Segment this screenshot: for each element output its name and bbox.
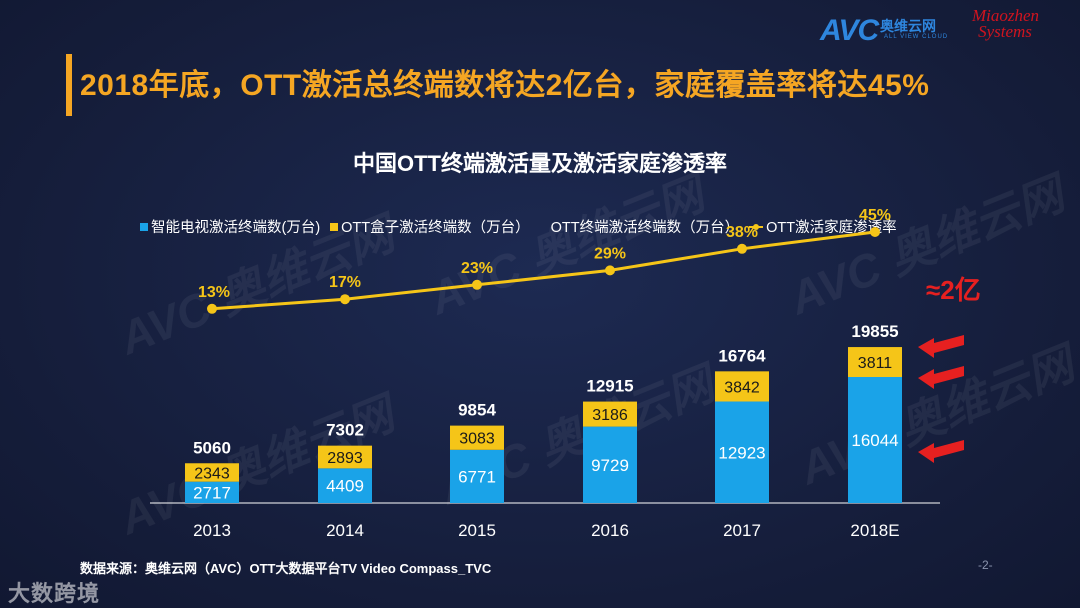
bar-label-smart-tv: 4409 bbox=[326, 477, 364, 496]
bar-label-smart-tv: 16044 bbox=[851, 431, 898, 450]
highlight-arrow bbox=[918, 440, 964, 463]
avc-logo-chinese: 奥维云网 bbox=[880, 18, 936, 34]
bar-label-smart-tv: 6771 bbox=[458, 467, 496, 486]
bar-total-label: 9854 bbox=[458, 401, 496, 420]
x-tick-label: 2013 bbox=[193, 521, 231, 540]
legend-line-marker bbox=[749, 223, 764, 231]
x-tick-label: 2017 bbox=[723, 521, 761, 540]
approx-200-million-note: ≈2亿 bbox=[926, 275, 981, 305]
bar-ott-box bbox=[450, 425, 504, 450]
penetration-label: 13% bbox=[198, 284, 230, 301]
page-number: -2- bbox=[978, 558, 993, 572]
penetration-point bbox=[340, 294, 350, 305]
legend-item-smart-tv: 智能电视激活终端数(万台) bbox=[140, 216, 320, 237]
bar-smart-tv bbox=[185, 481, 239, 503]
bar-smart-tv bbox=[583, 426, 637, 503]
bar-smart-tv bbox=[715, 401, 769, 503]
bar-label-smart-tv: 9729 bbox=[591, 456, 629, 475]
miaozhen-logo: Miaozhen Systems bbox=[972, 6, 1040, 41]
slide-title: 2018年底，OTT激活总终端数将达2亿台，家庭覆盖率将达45% bbox=[80, 69, 930, 102]
legend-item-total: OTT终端激活终端数（万台） bbox=[540, 216, 740, 237]
penetration-point bbox=[737, 243, 747, 254]
bar-total-label: 16764 bbox=[718, 346, 766, 365]
legend-swatch-smart-tv bbox=[140, 222, 148, 231]
penetration-point bbox=[605, 265, 615, 276]
bar-label-ott-box: 3186 bbox=[592, 407, 628, 424]
bar-label-ott-box: 3842 bbox=[724, 379, 760, 396]
bar-label-ott-box: 3811 bbox=[858, 355, 893, 372]
legend-swatch-ott-box bbox=[330, 222, 339, 231]
penetration-point bbox=[472, 279, 482, 290]
title-accent-bar bbox=[66, 54, 72, 116]
penetration-label: 17% bbox=[329, 274, 361, 291]
bar-label-ott-box: 2343 bbox=[194, 465, 230, 482]
bar-smart-tv bbox=[318, 468, 372, 503]
bar-total-label: 19855 bbox=[851, 322, 898, 341]
bar-total-label: 7302 bbox=[326, 421, 364, 440]
bar-label-ott-box: 2893 bbox=[327, 450, 363, 467]
bar-label-smart-tv: 12923 bbox=[718, 443, 765, 462]
bar-ott-box bbox=[715, 371, 769, 402]
bar-ott-box bbox=[583, 401, 637, 427]
bar-smart-tv bbox=[848, 377, 902, 503]
chart-legend: 智能电视激活终端数(万台) OTT盒子激活终端数（万台） OTT终端激活终端数（… bbox=[140, 216, 897, 237]
penetration-label: 29% bbox=[594, 245, 626, 262]
x-tick-label: 2014 bbox=[326, 521, 364, 540]
highlight-arrow bbox=[918, 366, 964, 389]
legend-item-ott-box: OTT盒子激活终端数（万台） bbox=[330, 216, 530, 237]
penetration-label: 45% bbox=[859, 207, 891, 224]
x-tick-label: 2018E bbox=[850, 521, 899, 540]
bar-ott-box bbox=[318, 445, 372, 469]
avc-logo-english: ALL VIEW CLOUD bbox=[884, 34, 949, 40]
penetration-label: 23% bbox=[461, 260, 493, 277]
avc-logo: AVC bbox=[820, 14, 879, 47]
legend-label: OTT盒子激活终端数（万台） bbox=[341, 220, 530, 236]
chart-title: 中国OTT终端激活量及激活家庭渗透率 bbox=[353, 151, 727, 176]
bar-total-label: 5060 bbox=[193, 438, 231, 457]
penetration-point bbox=[870, 227, 880, 237]
x-tick-label: 2015 bbox=[458, 521, 496, 540]
highlight-arrow bbox=[918, 335, 964, 358]
legend-label: OTT终端激活终端数（万台） bbox=[550, 220, 740, 236]
bar-ott-box bbox=[185, 463, 239, 482]
bar-label-smart-tv: 2717 bbox=[193, 483, 231, 502]
bar-label-ott-box: 3083 bbox=[459, 431, 495, 448]
bar-total-label: 12915 bbox=[586, 377, 633, 396]
legend-label: 智能电视激活终端数(万台) bbox=[151, 220, 321, 236]
bar-ott-box bbox=[848, 347, 902, 377]
x-tick-label: 2016 bbox=[591, 521, 629, 540]
penetration-label: 38% bbox=[726, 224, 758, 241]
penetration-line bbox=[211, 230, 876, 311]
data-source-note: 数据来源：奥维云网（AVC）OTT大数据平台TV Video Compass_T… bbox=[80, 561, 492, 576]
penetration-point bbox=[207, 303, 217, 314]
bar-smart-tv bbox=[450, 449, 504, 503]
site-watermark: 大数跨境 bbox=[8, 581, 101, 606]
